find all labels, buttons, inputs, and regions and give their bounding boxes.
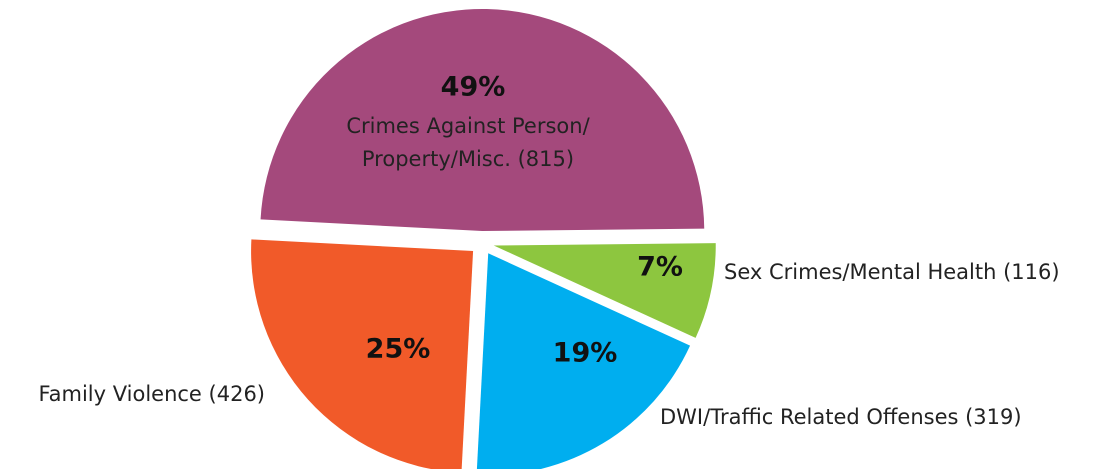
pie-slice — [476, 253, 691, 469]
percent-label: 25% — [366, 334, 431, 365]
percent-label: 19% — [553, 338, 618, 369]
category-label: Sex Crimes/Mental Health (116) — [724, 260, 1060, 284]
category-label: DWI/Traffic Related Offenses (319) — [660, 405, 1022, 429]
category-label: Crimes Against Person/ Property/Misc. (8… — [346, 114, 590, 171]
percent-label: 49% — [441, 72, 506, 103]
category-label: Family Violence (426) — [38, 382, 265, 406]
pie-slice — [260, 9, 705, 232]
pie-slice — [251, 239, 474, 469]
percent-label: 7% — [637, 252, 683, 283]
pie-slice — [493, 243, 716, 338]
